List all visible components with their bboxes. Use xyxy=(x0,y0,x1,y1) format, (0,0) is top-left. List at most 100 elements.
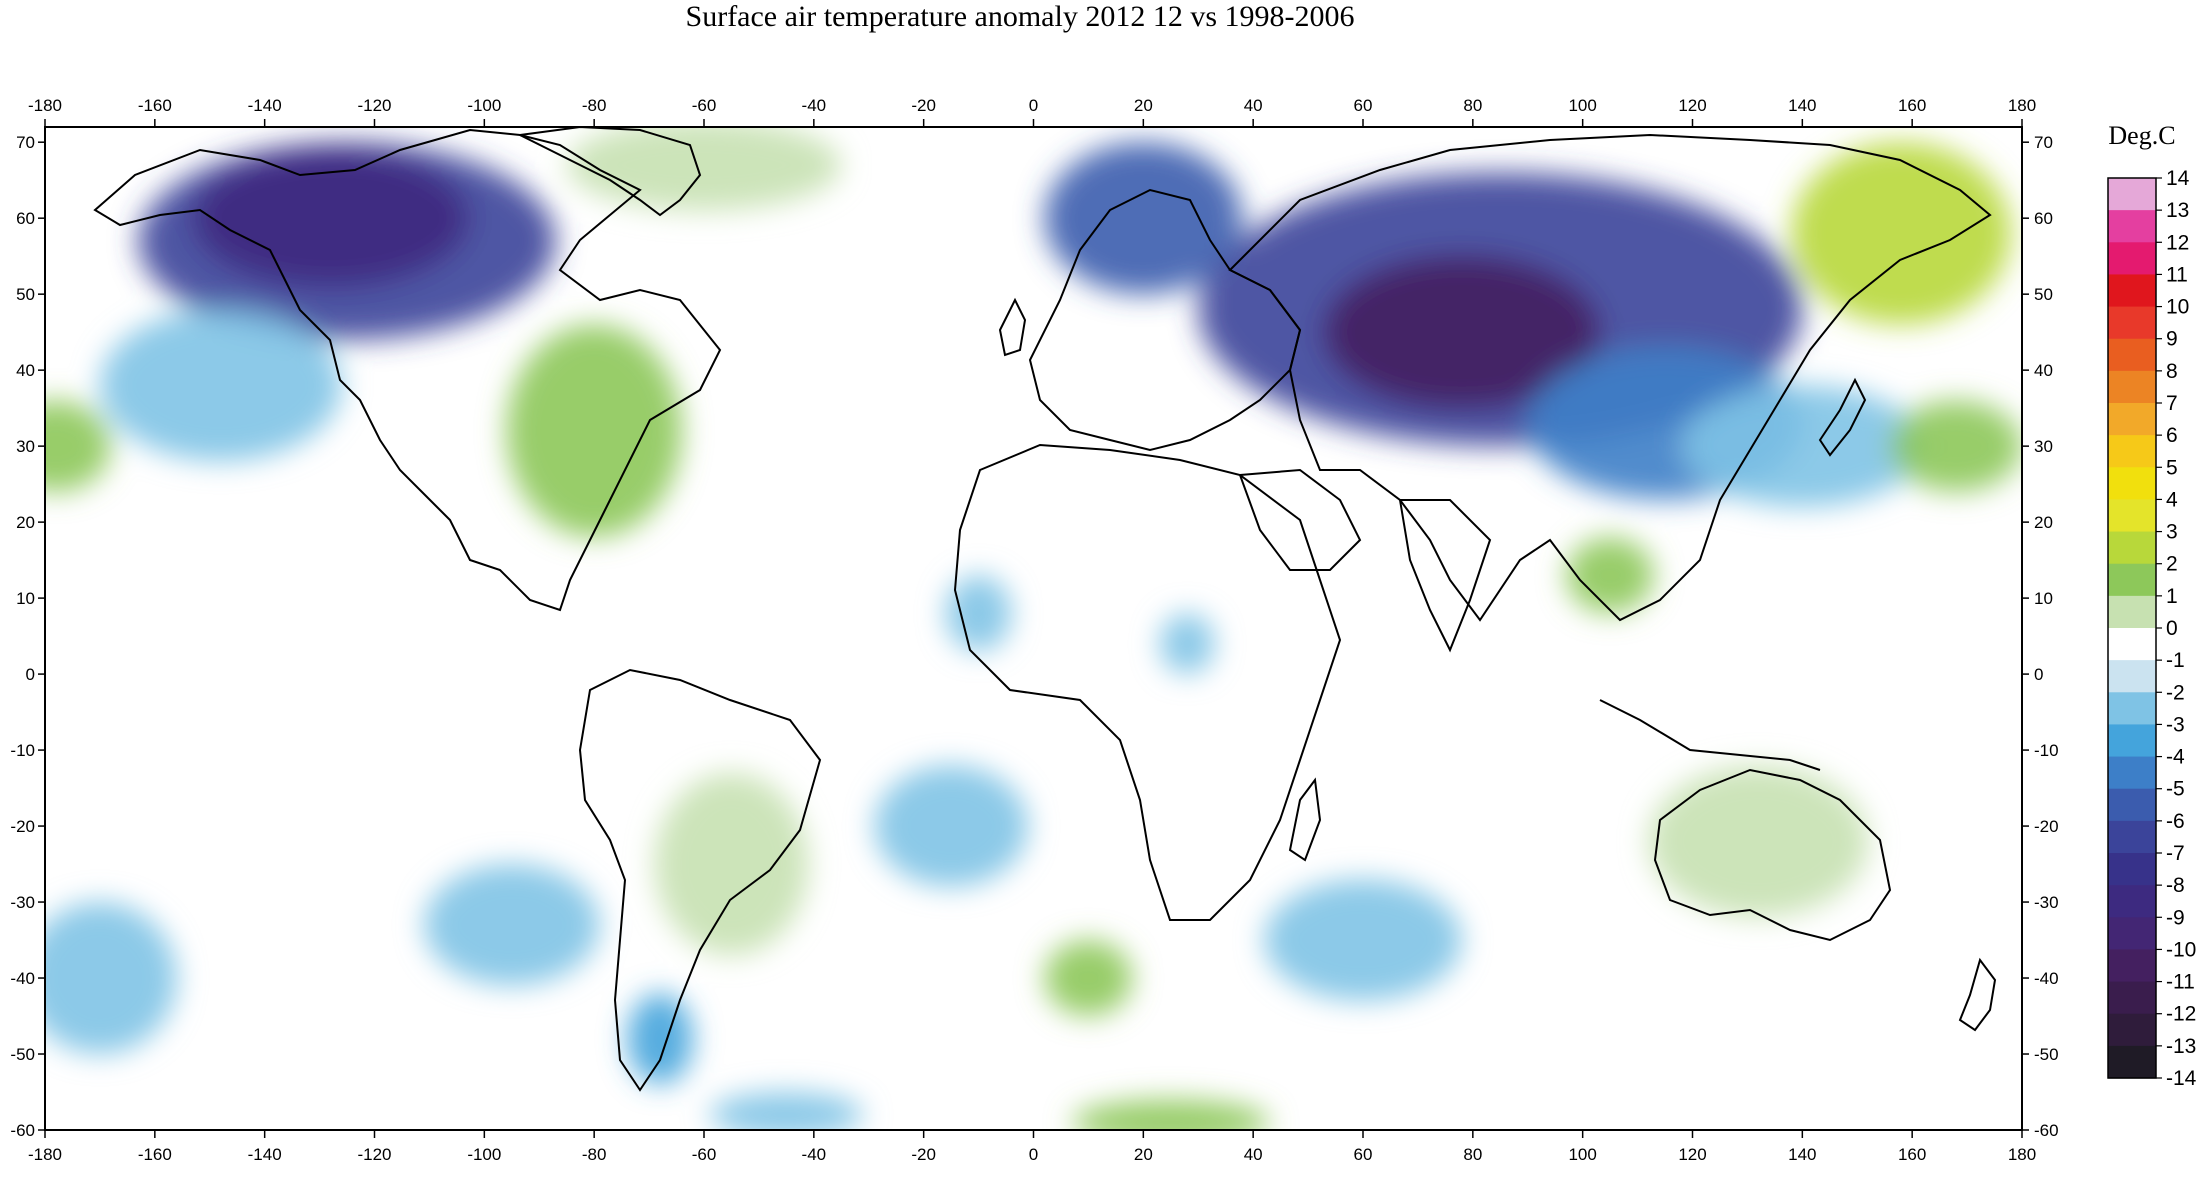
lon-label-top: -180 xyxy=(28,96,62,115)
lon-label-bottom: 180 xyxy=(2008,1145,2036,1164)
anomaly-drake-cold xyxy=(709,1092,864,1130)
anomaly-ne-siberia-warm xyxy=(1791,142,2012,325)
lat-label-right: 20 xyxy=(2034,513,2053,532)
lon-label-bottom: -100 xyxy=(467,1145,501,1164)
coast-britain xyxy=(998,297,1027,357)
anomaly-south-atlantic-warm xyxy=(1044,940,1133,1017)
colorbar-segment xyxy=(2108,178,2156,211)
colorbar-segment xyxy=(2108,242,2156,276)
colorbar-segment xyxy=(2108,435,2156,468)
lon-label-top: 120 xyxy=(1678,96,1706,115)
colorbar-label: 12 xyxy=(2166,231,2189,254)
lat-label-left: 0 xyxy=(26,665,35,684)
lat-label-right: 30 xyxy=(2034,437,2053,456)
lat-label-right: 70 xyxy=(2034,133,2053,152)
lat-label-right: -40 xyxy=(2034,969,2059,988)
lon-label-bottom: -120 xyxy=(357,1145,391,1164)
anomaly-eastern-us-warm xyxy=(506,324,683,538)
lat-label-left: 50 xyxy=(16,285,35,304)
lon-label-top: -140 xyxy=(248,96,282,115)
anomaly-s-pacific-west-cold xyxy=(45,902,177,1054)
anomaly-w-pacific-warm xyxy=(1890,400,2022,492)
coast-greenland xyxy=(516,127,702,217)
colorbar-segment xyxy=(2108,306,2156,340)
lat-label-right: 40 xyxy=(2034,361,2053,380)
colorbar-label: 3 xyxy=(2166,521,2178,544)
lon-label-top: -40 xyxy=(802,96,827,115)
colorbar-label: -9 xyxy=(2166,906,2185,929)
lon-label-top: 80 xyxy=(1463,96,1482,115)
anomaly-south-atlantic-cold xyxy=(874,765,1029,887)
anomaly-south-america-warm xyxy=(654,772,809,956)
colorbar-label: -7 xyxy=(2166,842,2185,865)
lon-label-bottom: -160 xyxy=(138,1145,172,1164)
colorbar-segment xyxy=(2108,853,2156,886)
colorbar-segment xyxy=(2108,563,2156,597)
colorbar-label: 14 xyxy=(2166,167,2190,190)
lat-label-right: 60 xyxy=(2034,209,2053,228)
anomaly-scandinavia-cold xyxy=(1044,142,1243,295)
anomaly-e-africa-cold xyxy=(1159,613,1215,675)
colorbar-segment xyxy=(2108,403,2156,436)
lon-label-top: 140 xyxy=(1788,96,1816,115)
colorbar-segment xyxy=(2108,499,2156,533)
coast-india xyxy=(1398,499,1492,653)
colorbar-segment xyxy=(2108,370,2156,404)
colorbar-segment xyxy=(2108,885,2156,918)
coast-asia xyxy=(1228,133,1992,622)
anomaly-central-pacific-warm xyxy=(45,400,111,492)
colorbar-label: 6 xyxy=(2166,424,2178,447)
lon-label-top: -80 xyxy=(582,96,607,115)
lat-label-right: -20 xyxy=(2034,817,2059,836)
lat-label-left: -10 xyxy=(10,741,35,760)
colorbar-label: 0 xyxy=(2166,617,2178,640)
lon-label-bottom: -180 xyxy=(28,1145,62,1164)
lon-label-top: -20 xyxy=(911,96,936,115)
lon-label-bottom: 60 xyxy=(1354,1145,1373,1164)
coast-madagascar xyxy=(1288,777,1322,862)
colorbar-segment xyxy=(2108,274,2156,308)
colorbar-label: 5 xyxy=(2166,456,2178,479)
lat-label-left: 10 xyxy=(16,589,35,608)
lon-label-bottom: -40 xyxy=(802,1145,827,1164)
lat-label-right: -60 xyxy=(2034,1121,2059,1140)
lon-label-top: -120 xyxy=(357,96,391,115)
colorbar: 14131211109876543210-1-2-3-4-5-6-7-8-9-1… xyxy=(2107,167,2197,1090)
map-title: Surface air temperature anomaly 2012 12 … xyxy=(685,0,1355,33)
lat-label-right: -30 xyxy=(2034,893,2059,912)
colorbar-label: 2 xyxy=(2166,553,2178,576)
colorbar-label: -2 xyxy=(2166,681,2185,704)
coast-japan xyxy=(1818,377,1867,457)
lat-label-left: 30 xyxy=(16,437,35,456)
coast-australia xyxy=(1653,768,1892,942)
anomaly-se-asia-warm xyxy=(1566,537,1655,614)
lon-label-bottom: 140 xyxy=(1788,1145,1816,1164)
coast-indonesia xyxy=(1599,699,1821,771)
lat-label-left: -30 xyxy=(10,893,35,912)
colorbar-label: -14 xyxy=(2166,1067,2197,1090)
anomaly-ne-pacific-cold xyxy=(99,309,342,462)
anomaly-australia-warm xyxy=(1648,765,1869,918)
lon-label-top: 180 xyxy=(2008,96,2036,115)
lon-label-bottom: -60 xyxy=(692,1145,717,1164)
lon-label-top: -60 xyxy=(692,96,717,115)
coast-north-america xyxy=(93,128,722,612)
lat-label-right: -50 xyxy=(2034,1045,2059,1064)
coast-arabia xyxy=(1238,468,1362,571)
lat-label-right: -10 xyxy=(2034,741,2059,760)
colorbar-label: 11 xyxy=(2166,263,2188,286)
colorbar-segment xyxy=(2108,338,2156,372)
colorbar-segment xyxy=(2108,467,2156,501)
lat-label-left: 40 xyxy=(16,361,35,380)
lon-label-top: 100 xyxy=(1568,96,1596,115)
anomaly-alaska-cold-core xyxy=(193,149,468,287)
coast-africa xyxy=(953,443,1342,921)
lon-label-bottom: 120 xyxy=(1678,1145,1706,1164)
colorbar-segment xyxy=(2108,1013,2156,1047)
colorbar-segment xyxy=(2108,692,2156,726)
colorbar-label: -5 xyxy=(2166,778,2185,801)
lon-label-bottom: -140 xyxy=(248,1145,282,1164)
anomaly-nw-pacific-cold xyxy=(1681,385,1924,507)
colorbar-label: -11 xyxy=(2166,971,2195,994)
